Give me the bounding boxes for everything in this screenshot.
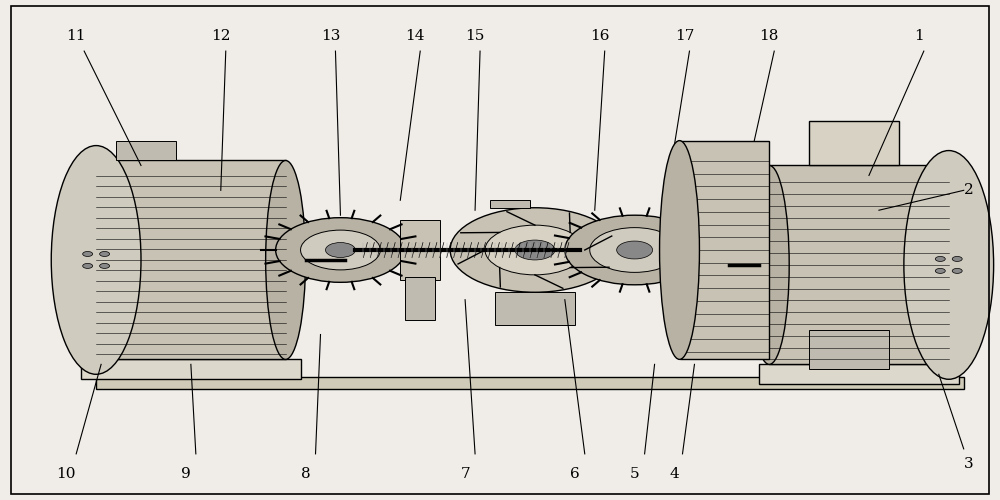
Circle shape — [83, 252, 93, 256]
Text: 17: 17 — [675, 29, 694, 43]
Text: 8: 8 — [301, 467, 310, 481]
Text: 6: 6 — [570, 467, 580, 481]
Text: 14: 14 — [405, 29, 425, 43]
Circle shape — [935, 256, 945, 262]
FancyBboxPatch shape — [759, 364, 959, 384]
FancyBboxPatch shape — [490, 200, 530, 207]
Circle shape — [325, 242, 355, 258]
Ellipse shape — [660, 140, 699, 360]
FancyBboxPatch shape — [809, 120, 899, 166]
Ellipse shape — [266, 160, 306, 360]
Circle shape — [450, 208, 620, 292]
Text: 11: 11 — [66, 29, 86, 43]
Ellipse shape — [904, 150, 994, 380]
Circle shape — [590, 228, 680, 272]
FancyBboxPatch shape — [81, 360, 301, 380]
Ellipse shape — [749, 166, 789, 364]
Text: 10: 10 — [56, 467, 76, 481]
Circle shape — [83, 264, 93, 268]
Circle shape — [100, 252, 110, 256]
Ellipse shape — [51, 146, 141, 374]
Circle shape — [485, 225, 585, 275]
FancyBboxPatch shape — [405, 278, 435, 320]
Text: 5: 5 — [630, 467, 639, 481]
Text: 13: 13 — [321, 29, 340, 43]
Circle shape — [565, 215, 704, 285]
Circle shape — [952, 256, 962, 262]
Text: 9: 9 — [181, 467, 191, 481]
FancyBboxPatch shape — [769, 166, 949, 364]
Text: 15: 15 — [465, 29, 485, 43]
Text: 1: 1 — [914, 29, 924, 43]
Text: 18: 18 — [760, 29, 779, 43]
Circle shape — [515, 240, 555, 260]
FancyBboxPatch shape — [96, 160, 286, 360]
FancyBboxPatch shape — [495, 292, 575, 324]
FancyBboxPatch shape — [96, 377, 964, 389]
Text: 3: 3 — [964, 457, 974, 471]
Text: 12: 12 — [211, 29, 231, 43]
FancyBboxPatch shape — [116, 140, 176, 160]
Circle shape — [617, 241, 653, 259]
Text: 7: 7 — [460, 467, 470, 481]
FancyBboxPatch shape — [680, 140, 769, 360]
FancyBboxPatch shape — [400, 220, 440, 280]
Text: 2: 2 — [964, 184, 974, 198]
Circle shape — [952, 268, 962, 274]
Circle shape — [276, 218, 405, 282]
Text: 16: 16 — [590, 29, 609, 43]
FancyBboxPatch shape — [809, 330, 889, 370]
Circle shape — [935, 268, 945, 274]
Text: 4: 4 — [670, 467, 679, 481]
Circle shape — [100, 264, 110, 268]
Circle shape — [301, 230, 380, 270]
